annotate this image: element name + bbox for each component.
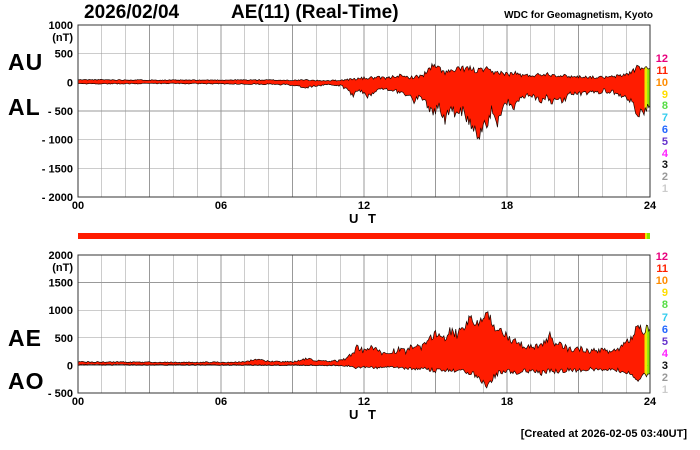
station-count-11: 11 [656,263,668,276]
page-title: AE(11) (Real-Time) [231,2,399,23]
y-tick-label: 500 [55,49,73,61]
station-count-2: 2 [661,371,668,384]
station-count-12: 12 [655,251,668,264]
created-timestamp: [Created at 2026-02-05 03:40UT] [520,428,687,440]
area-fill-segment [644,63,648,140]
plot-date: 2026/02/04 [84,2,180,23]
area-fill-segment [647,63,650,140]
y-tick-label: 0 [67,77,73,89]
area-fill-segment [647,311,650,388]
station-count-12: 12 [655,53,668,66]
station-count-8: 8 [661,100,668,113]
y-tick-label: - 2000 [42,192,73,204]
ut-axis-label: U T [349,211,379,226]
y-tick-label: 1000 [49,20,73,32]
y-tick-label: 500 [55,333,73,345]
y-tick-label: - 1000 [42,135,73,147]
axis-unit-label: (nT) [52,262,73,274]
status-bar-segment [644,233,648,239]
observatory-credit: WDC for Geomagnetism, Kyoto [504,10,653,21]
envelope-upper [77,311,651,364]
station-count-9: 9 [661,88,668,101]
station-count-3: 3 [661,359,668,372]
x-tick-label: 18 [501,396,513,408]
station-count-6: 6 [661,323,668,336]
status-bar-segment [78,233,645,239]
axis-unit-label: (nT) [52,32,73,44]
station-count-5: 5 [661,135,668,148]
station-count-4: 4 [661,347,668,360]
x-tick-label: 24 [644,200,657,212]
status-bar-segment [647,233,650,239]
station-count-4: 4 [661,147,668,160]
y-tick-label: - 1500 [42,163,73,175]
x-tick-label: 12 [358,200,370,212]
station-count-5: 5 [661,335,668,348]
station-status-bar [78,233,650,239]
x-tick-label: 18 [501,200,513,212]
station-count-2: 2 [661,171,668,184]
station-count-1: 1 [661,183,668,196]
plot-frame [77,24,651,198]
y-tick-label: - 500 [48,106,73,118]
station-count-3: 3 [661,159,668,172]
station-count-9: 9 [661,287,668,300]
series-label-ao: AO [8,368,45,394]
station-count-7: 7 [661,311,668,324]
area-fill-segment [78,311,645,388]
x-tick-label: 00 [72,396,84,408]
y-tick-label: 1500 [49,278,73,290]
station-count-1: 1 [661,383,668,396]
envelope-lower [77,82,651,140]
envelope-lower [77,363,651,389]
envelope-upper [77,62,651,82]
station-count-10: 10 [655,275,668,288]
station-count-7: 7 [661,112,668,125]
y-tick-label: 0 [67,360,73,372]
station-count-10: 10 [655,76,668,89]
x-tick-label: 12 [358,396,370,408]
series-label-ae: AE [8,325,42,351]
x-tick-label: 24 [644,396,657,408]
area-fill-segment [644,311,648,388]
ut-axis-label: U T [349,407,379,422]
station-count-8: 8 [661,299,668,312]
plot-frame [77,254,651,394]
x-tick-label: 06 [215,396,227,408]
series-label-al: AL [8,94,41,120]
series-label-au: AU [8,49,44,75]
station-count-11: 11 [656,64,668,77]
x-tick-label: 00 [72,200,84,212]
station-count-6: 6 [661,124,668,137]
y-tick-label: 1000 [49,305,73,317]
y-tick-label: 2000 [49,250,73,262]
x-tick-label: 06 [215,200,227,212]
grid [77,24,651,198]
y-tick-label: - 500 [48,388,73,400]
